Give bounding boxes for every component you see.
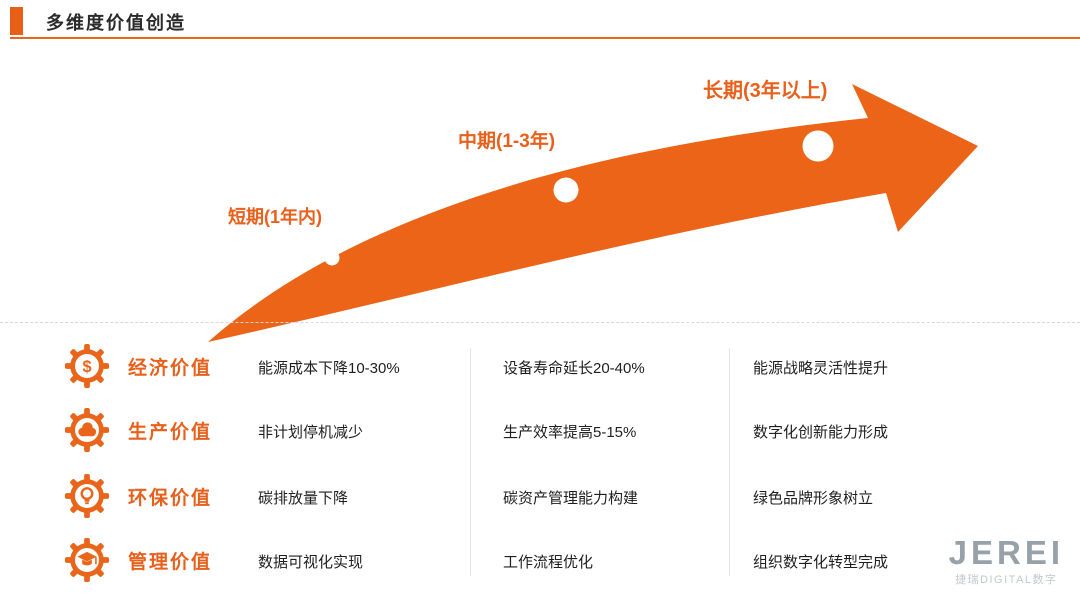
arrow-swoosh xyxy=(208,84,978,342)
title-accent-bar xyxy=(10,7,23,35)
value-rows-section: $ 经济价值 能源成本下降10-30% 设备寿命延长20-40% 能源战略灵活性… xyxy=(0,336,1080,583)
production-benefit-1: 非计划停机减少 xyxy=(258,424,364,441)
column-divider-1 xyxy=(470,348,471,576)
management-benefit-2: 工作流程优化 xyxy=(503,554,594,571)
stage-label-short-term: 短期(1年内) xyxy=(228,207,322,227)
logo-sub-text: 捷瑞DIGITAL数字 xyxy=(955,574,1058,586)
logo-brand-text: JEREI xyxy=(948,534,1064,571)
table-row-management: 管理价值 数据可视化实现 工作流程优化 组织数字化转型完成 xyxy=(0,534,1080,586)
svg-text:$: $ xyxy=(82,358,91,376)
row-label-management: 管理价值 xyxy=(128,552,213,573)
environmental-benefit-1: 碳排放量下降 xyxy=(258,490,349,507)
table-row-production: 生产价值 非计划停机减少 生产效率提高5-15% 数字化创新能力形成 xyxy=(0,404,1080,456)
table-row-environmental: 环保价值 碳排放量下降 碳资产管理能力构建 绿色品牌形象树立 xyxy=(0,470,1080,522)
title-underline xyxy=(10,37,1080,39)
management-benefit-3: 组织数字化转型完成 xyxy=(753,554,889,571)
horizontal-dashed-divider xyxy=(0,322,1080,323)
money-gear-icon: $ xyxy=(64,343,110,389)
page-title: 多维度价值创造 xyxy=(46,13,186,33)
mid-term-dot xyxy=(553,177,579,203)
production-benefit-2: 生产效率提高5-15% xyxy=(503,424,637,441)
column-divider-2 xyxy=(729,348,730,576)
stage-label-long-term: 长期(3年以上) xyxy=(703,80,828,102)
production-benefit-3: 数字化创新能力形成 xyxy=(753,424,889,441)
long-term-dot xyxy=(802,130,834,162)
economic-benefit-3: 能源战略灵活性提升 xyxy=(753,360,889,377)
economic-benefit-2: 设备寿命延长20-40% xyxy=(503,360,645,377)
row-label-environmental: 环保价值 xyxy=(128,488,213,509)
row-label-economic: 经济价值 xyxy=(128,358,213,379)
stage-label-mid-term: 中期(1-3年) xyxy=(458,131,556,152)
economic-benefit-1: 能源成本下降10-30% xyxy=(258,360,400,377)
environmental-benefit-2: 碳资产管理能力构建 xyxy=(503,490,639,507)
graduation-cap-gear-icon xyxy=(64,537,110,583)
row-label-production: 生产价值 xyxy=(128,422,213,443)
cloud-gear-icon xyxy=(64,407,110,453)
bulb-gear-icon xyxy=(64,473,110,519)
environmental-benefit-3: 绿色品牌形象树立 xyxy=(753,490,874,507)
management-benefit-1: 数据可视化实现 xyxy=(258,554,364,571)
short-term-dot xyxy=(324,250,340,266)
company-logo: JEREI 捷瑞DIGITAL数字 xyxy=(949,536,1064,587)
table-row-economic: $ 经济价值 能源成本下降10-30% 设备寿命延长20-40% 能源战略灵活性… xyxy=(0,340,1080,392)
